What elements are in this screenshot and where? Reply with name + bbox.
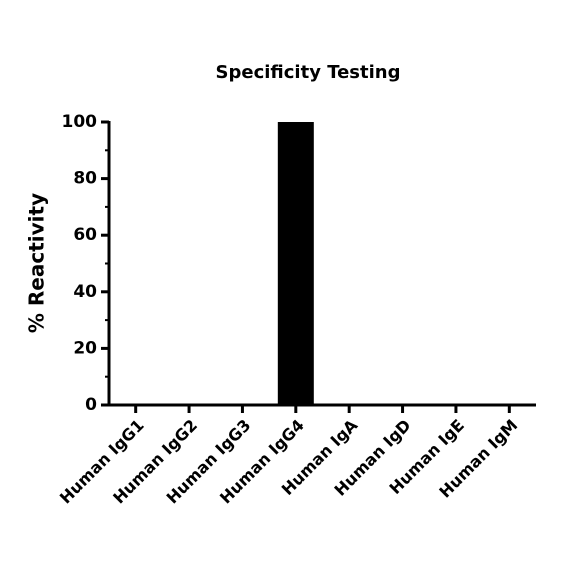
y-tick-label: 60 bbox=[73, 225, 97, 245]
chart-title: Specificity Testing bbox=[216, 62, 401, 83]
y-axis-label: % Reactivity bbox=[25, 193, 49, 333]
y-tick-label: 100 bbox=[62, 112, 98, 132]
y-tick-label: 0 bbox=[85, 395, 97, 415]
y-tick-label: 40 bbox=[73, 282, 97, 302]
y-tick-label: 80 bbox=[73, 169, 97, 189]
bar bbox=[277, 122, 314, 405]
y-tick-label: 20 bbox=[73, 338, 97, 358]
